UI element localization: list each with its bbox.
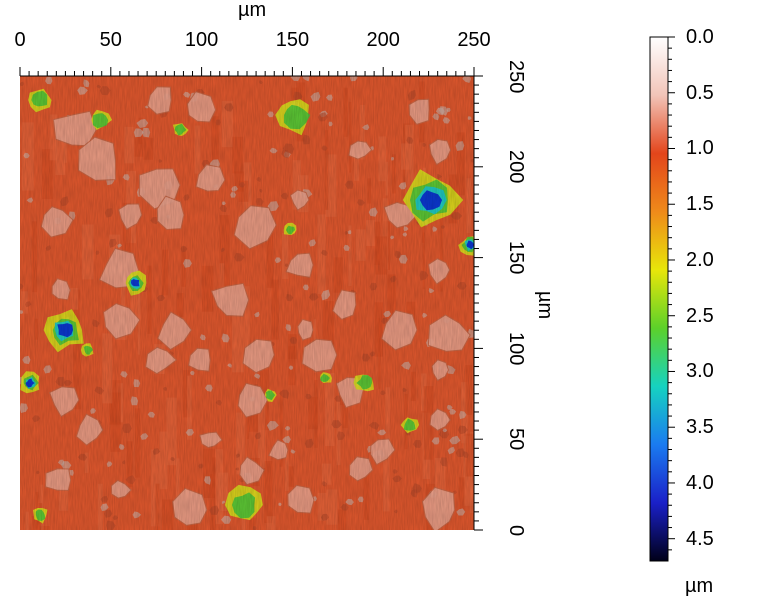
colorbar-tick-label: 3.0 — [686, 360, 714, 383]
colorbar-tick-label: 4.0 — [686, 471, 714, 494]
colorbar-tick-label: 1.0 — [686, 137, 714, 160]
y-tick-label: 0 — [505, 524, 527, 536]
y-tick-label: 150 — [505, 241, 527, 275]
x-tick-label: 0 — [14, 29, 26, 51]
y-tick-label: 50 — [505, 428, 527, 451]
y-axis-ticks — [473, 75, 483, 531]
x-tick-label: 250 — [457, 29, 491, 51]
y-tick-label: 200 — [505, 150, 527, 184]
colorbar-tick-label: 2.5 — [686, 304, 714, 327]
colorbar — [649, 36, 669, 562]
colorbar-unit: µm — [685, 575, 714, 597]
colorbar-ticks — [668, 36, 675, 551]
colorbar-tick-label: 3.5 — [686, 416, 714, 439]
colorbar-tick-label: 4.5 — [686, 527, 714, 550]
y-tick-label: 100 — [505, 331, 527, 366]
colorbar-tick-label: 0.0 — [686, 26, 714, 48]
colorbar-tick-label: 0.5 — [686, 81, 714, 104]
x-tick-label: 150 — [275, 29, 310, 51]
x-tick-label: 200 — [366, 29, 400, 51]
x-axis-ticks — [19, 67, 475, 77]
y-tick-label: 250 — [505, 59, 527, 93]
y-axis-unit: µm — [534, 291, 556, 320]
x-axis-unit: µm — [238, 0, 267, 21]
surface-image — [20, 76, 474, 530]
surface-texture — [20, 76, 474, 530]
x-tick-label: 50 — [99, 29, 122, 51]
x-tick-label: 100 — [184, 29, 219, 51]
colorbar-tick-label: 1.5 — [686, 193, 714, 216]
colorbar-tick-label: 2.0 — [686, 248, 714, 271]
matrix-streak — [39, 526, 50, 530]
